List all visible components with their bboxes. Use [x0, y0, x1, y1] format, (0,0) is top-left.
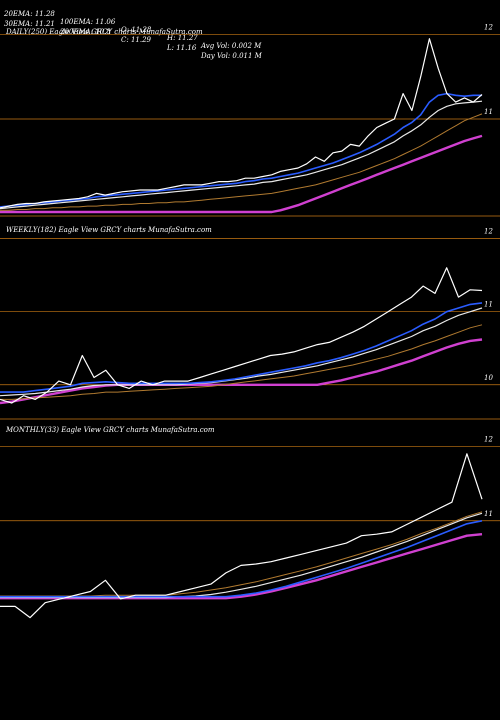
daily-ema20-line	[0, 92, 482, 208]
daily-tick-label: 12	[484, 23, 493, 31]
monthly-chart-title: MONTHLY(33) Eagle View GRCY charts Munaf…	[5, 426, 215, 434]
monthly-tick-label: 11	[484, 510, 493, 518]
monthly-ema100-line	[0, 511, 483, 597]
weekly-tick-label: 10	[484, 374, 493, 382]
close-readout: C: 11.29	[121, 36, 151, 44]
weekly-ema30-line	[0, 307, 483, 397]
weekly-price-line	[0, 267, 483, 404]
daily-chart-title: DAILY(250) Eagle View GRCY charts Munafa…	[5, 28, 203, 36]
ema100-readout: 100EMA: 11.06	[60, 18, 116, 26]
daily-ema30-line	[0, 100, 483, 210]
high-readout: H: 11.27	[167, 34, 198, 42]
indicator-header-row-1: 20EMA: 11.28 100EMA: 11.06 O: 11.28 H: 1…	[4, 2, 261, 50]
daily-ema200-line	[0, 134, 483, 214]
weekly-tick-label: 12	[484, 228, 493, 236]
avg-vol-readout: Avg Vol: 0.002 M	[201, 42, 262, 50]
weekly-tick-label: 11	[484, 301, 493, 309]
monthly-price-line	[0, 453, 483, 619]
day-vol-readout: Day Vol: 0.011 M	[201, 52, 262, 60]
ema200-readout: 200EMA: 10.8	[60, 28, 111, 36]
open-readout: O: 11.28	[121, 26, 152, 34]
monthly-ema200-line	[0, 533, 483, 600]
low-readout: L: 11.16	[167, 44, 197, 52]
daily-price-line	[0, 38, 483, 209]
weekly-chart-title: WEEKLY(182) Eagle View GRCY charts Munaf…	[6, 226, 212, 234]
ema30-readout: 30EMA: 11.21	[4, 20, 55, 28]
daily-ema100-line	[0, 113, 483, 211]
monthly-tick-label: 12	[484, 435, 493, 443]
weekly-ema20-line	[0, 302, 483, 393]
indicator-header-row-2: 30EMA: 11.21 200EMA: 10.8 C: 11.29 L: 11…	[4, 12, 262, 60]
ema20-readout: 20EMA: 11.28	[4, 10, 55, 18]
daily-tick-label: 11	[484, 108, 493, 116]
weekly-ema200-line	[0, 338, 483, 405]
weekly-ema100-line	[0, 324, 483, 400]
monthly-ema20-line	[0, 520, 483, 598]
